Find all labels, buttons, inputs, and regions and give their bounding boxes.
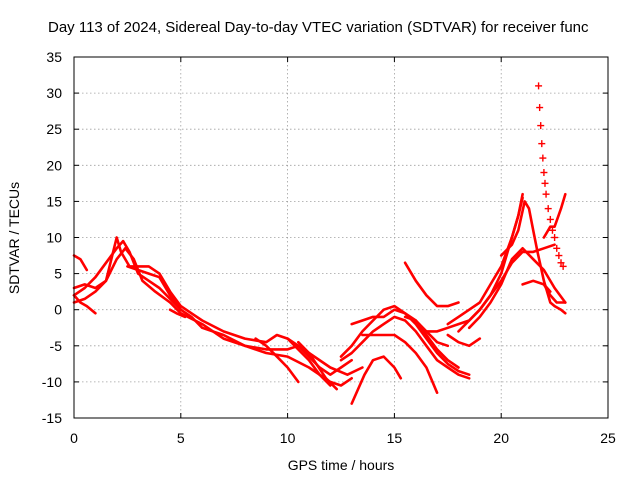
series-arc-20 — [446, 192, 524, 326]
series-arc-19 — [446, 333, 482, 348]
y-tick-label: 35 — [46, 49, 62, 65]
chart-title: Day 113 of 2024, Sidereal Day-to-day VTE… — [48, 19, 589, 36]
y-tick-label: 10 — [46, 230, 62, 246]
x-tick-label: 10 — [280, 430, 296, 446]
y-tick-label: 25 — [46, 121, 62, 137]
y-tick-label: -10 — [42, 374, 62, 390]
series-arc-18 — [425, 196, 524, 333]
y-axis-label: SDTVAR / TECUs — [6, 182, 22, 294]
y-tick-label: 15 — [46, 193, 62, 209]
y-tick-label: 30 — [46, 85, 62, 101]
y-tick-label: -15 — [42, 410, 62, 426]
series-arc-3 — [72, 236, 364, 376]
plot-area — [72, 82, 567, 405]
x-tick-label: 5 — [177, 430, 185, 446]
series-arc-22 — [467, 247, 567, 330]
y-axis-ticks: -15 -10 -5 0 5 10 15 20 25 30 35 — [42, 49, 608, 426]
series-arc-26 — [542, 283, 567, 304]
series-arc-8 — [254, 337, 300, 384]
series-arc-16 — [403, 261, 460, 308]
series-arc-5 — [72, 254, 89, 272]
series-arc-14 — [350, 308, 460, 369]
series-arc-23 — [499, 200, 567, 315]
series-arc-7 — [168, 308, 187, 319]
y-tick-label: 20 — [46, 157, 62, 173]
grid-lines — [74, 57, 608, 418]
series-arc-6 — [72, 294, 97, 315]
x-tick-label: 25 — [600, 430, 616, 446]
series-arc-1 — [72, 239, 353, 376]
x-axis-label: GPS time / hours — [288, 457, 395, 473]
series-arc-10 — [297, 340, 338, 391]
series-arc-9 — [286, 337, 332, 387]
x-tick-label: 0 — [70, 430, 78, 446]
plot-frame — [73, 56, 609, 419]
series-arc-13 — [350, 355, 403, 405]
y-tick-label: 0 — [54, 302, 62, 318]
series-arc-25 — [542, 192, 567, 239]
series-spike — [535, 82, 567, 270]
x-tick-label: 20 — [493, 430, 509, 446]
series-arc-15 — [361, 333, 439, 394]
x-axis-ticks: 0 5 10 15 20 25 — [70, 57, 616, 446]
x-tick-label: 15 — [387, 430, 403, 446]
series-arc-4 — [126, 265, 183, 311]
series-arc-2 — [72, 247, 353, 387]
series-arc-11 — [339, 315, 471, 380]
y-tick-label: -5 — [50, 338, 63, 354]
y-tick-label: 5 — [54, 266, 62, 282]
